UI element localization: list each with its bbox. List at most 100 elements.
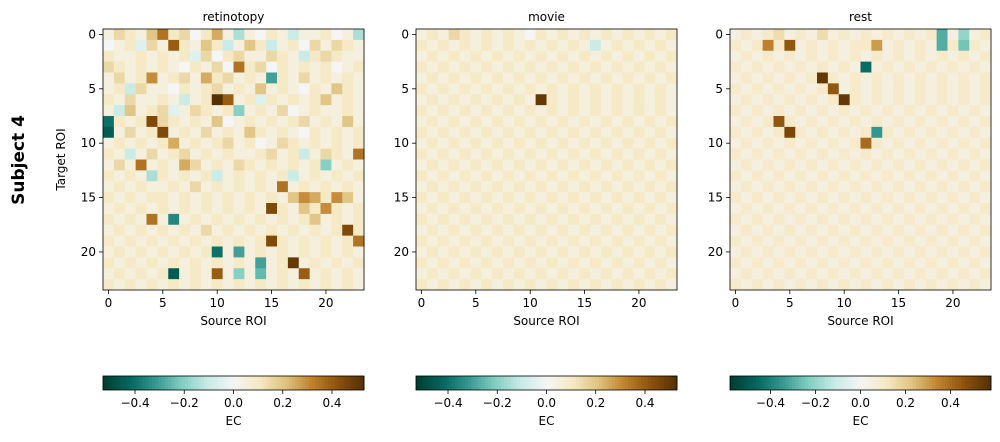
heatmap-cell <box>503 50 515 63</box>
heatmap-cell <box>492 279 504 291</box>
heatmap-cell <box>914 268 927 280</box>
heatmap-cell <box>135 257 147 269</box>
heatmap-cell <box>893 105 905 117</box>
heatmap-cell <box>211 61 224 73</box>
colorbar-segment <box>772 376 777 390</box>
heatmap-cell <box>806 235 818 247</box>
heatmap-cell <box>342 192 354 204</box>
colorbar-segment <box>419 376 423 390</box>
heatmap-cell <box>936 257 948 269</box>
heatmap-cells <box>416 29 678 291</box>
heatmap-cell <box>622 224 634 237</box>
heatmap-cell <box>190 203 202 215</box>
heatmap-cell <box>113 94 126 106</box>
colorbar-label: EC <box>539 414 555 428</box>
heatmap-cell <box>179 83 191 95</box>
heatmap-cell <box>557 224 569 237</box>
colorbar-segment <box>942 376 946 390</box>
heatmap-cell <box>827 50 840 63</box>
heatmap-cell <box>492 181 504 193</box>
heatmap-cell <box>481 39 493 52</box>
heatmap-cell <box>426 83 439 95</box>
colorbar-segment <box>256 376 260 390</box>
heatmap-cell <box>200 159 213 171</box>
colorbar-segment <box>762 376 767 390</box>
heatmap-cell <box>557 159 569 171</box>
heatmap-cell <box>113 203 126 215</box>
heatmap-cell <box>784 268 796 280</box>
colorbar-segment <box>824 376 829 390</box>
colorbar-segment <box>341 376 345 390</box>
heatmap-cell <box>146 39 158 52</box>
heatmap-cell <box>179 192 191 204</box>
heatmap-cell <box>860 83 872 95</box>
heatmap-cell <box>287 268 300 280</box>
heatmap-cell <box>309 181 321 193</box>
heatmap-cell <box>568 268 580 280</box>
heatmap-cell <box>590 94 602 106</box>
colorbar-segment <box>935 376 940 390</box>
heatmap-cell <box>860 137 872 150</box>
heatmap-cell <box>882 170 894 182</box>
colorbar-segment <box>785 376 790 390</box>
heatmap-cell <box>762 181 774 193</box>
heatmap-cell <box>969 105 981 117</box>
heatmap-cell <box>233 192 245 204</box>
colorbar-tick-label: −0.4 <box>756 396 785 410</box>
colorbar-segment <box>915 376 920 390</box>
x-axis-label: Source ROI <box>827 314 893 328</box>
heatmap-cell <box>492 235 504 247</box>
heatmap-cell <box>600 94 613 106</box>
heatmap-cell <box>298 213 311 226</box>
heatmap-cell <box>806 213 818 226</box>
heatmap-cell <box>124 148 137 160</box>
heatmap-cell <box>784 181 796 193</box>
colorbar-segment <box>663 376 668 390</box>
colorbar-segment <box>155 376 159 390</box>
heatmap-cell <box>503 126 515 139</box>
x-tick-label: 0 <box>418 296 426 310</box>
heatmap-cell <box>849 148 861 160</box>
x-tick-label: 20 <box>631 296 646 310</box>
heatmap-cell <box>969 116 981 128</box>
heatmap-cell <box>904 148 916 160</box>
colorbar-segment <box>733 376 737 390</box>
colorbar-segment <box>654 376 658 390</box>
heatmap-cell <box>103 148 115 160</box>
heatmap-cell <box>222 170 234 182</box>
heatmap-cell <box>211 192 224 204</box>
heatmap-cell <box>287 279 300 291</box>
heatmap-cell <box>113 72 126 84</box>
heatmap-cell <box>503 148 515 160</box>
heatmap-cell <box>666 213 678 226</box>
heatmap-cell <box>309 268 321 280</box>
colorbar-segment <box>821 376 826 390</box>
heatmap-cell <box>784 50 796 63</box>
heatmap-cell <box>784 224 796 237</box>
heatmap-cell <box>795 181 807 193</box>
colorbar-segment <box>184 376 189 390</box>
heatmap-cell <box>644 148 656 160</box>
heatmap-cell <box>481 203 493 215</box>
heatmap-cell <box>233 50 245 63</box>
heatmap-cell <box>838 170 851 182</box>
colorbar-segment <box>883 376 887 390</box>
heatmap-cell <box>980 83 992 95</box>
heatmap-cell <box>222 268 234 280</box>
heatmap-cell <box>320 246 332 258</box>
heatmap-cell <box>244 170 256 182</box>
colorbar-segment <box>164 376 169 390</box>
heatmap-cell <box>568 72 580 84</box>
heatmap-cell <box>860 213 872 226</box>
colorbar-segment <box>526 376 531 390</box>
heatmap-cell <box>342 94 354 106</box>
heatmap-cell <box>298 279 311 291</box>
heatmap-cell <box>579 39 591 52</box>
heatmap-cell <box>958 137 970 150</box>
heatmap-cell <box>590 246 602 258</box>
heatmap-cell <box>459 137 471 150</box>
heatmap-cell <box>255 257 267 269</box>
heatmap-cell <box>255 105 267 117</box>
heatmap-cell <box>146 126 158 139</box>
heatmap-cell <box>655 159 667 171</box>
